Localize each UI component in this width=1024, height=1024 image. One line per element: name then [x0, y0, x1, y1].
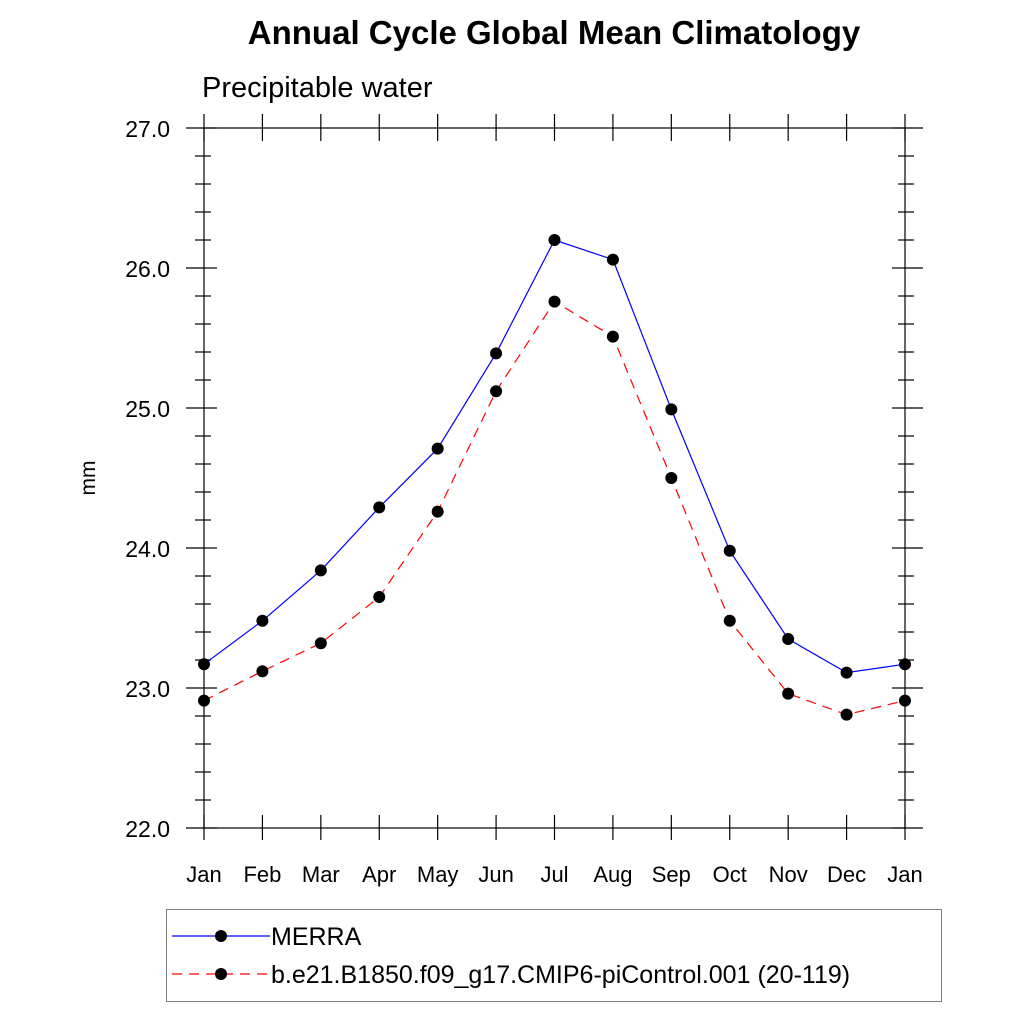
- data-point-series-1: [840, 708, 853, 721]
- x-tick-label: Apr: [362, 862, 396, 887]
- data-point-series-0: [782, 633, 795, 645]
- data-point-series-1: [665, 472, 678, 484]
- x-tick-label: Sep: [652, 862, 691, 887]
- data-point-series-0: [723, 544, 736, 557]
- data-point-series-1: [606, 330, 619, 343]
- data-point-series-1: [490, 385, 503, 398]
- data-point-series-0: [606, 253, 619, 266]
- data-point-series-1: [314, 637, 327, 650]
- legend: MERRA b.e21.B1850.f09_g17.CMIP6-piContro…: [166, 909, 942, 1002]
- data-point-series-0: [373, 501, 386, 514]
- data-point-series-0: [840, 666, 853, 679]
- data-point-series-1: [256, 665, 269, 678]
- data-point-series-1: [548, 295, 561, 308]
- x-tick-label: Dec: [827, 862, 866, 887]
- x-tick-label: Aug: [593, 862, 632, 887]
- data-point-series-1: [373, 591, 386, 603]
- data-point-series-1: [431, 505, 444, 518]
- data-point-series-0: [665, 403, 678, 416]
- plot-frame: [203, 127, 906, 829]
- data-point-series-1: [723, 614, 736, 627]
- x-tick-label: Mar: [302, 862, 340, 887]
- data-point-series-0: [431, 442, 444, 455]
- x-tick-label: Jul: [540, 862, 568, 887]
- x-tick-label: Jan: [887, 862, 922, 887]
- series-line-1: [203, 300, 906, 716]
- data-point-series-0: [256, 614, 269, 627]
- y-tick-label: 25.0: [125, 396, 170, 422]
- legend-model-marker: [215, 968, 227, 980]
- x-tick-label: Oct: [713, 862, 747, 887]
- y-tick-label: 22.0: [125, 816, 170, 842]
- data-point-series-1: [782, 687, 795, 700]
- x-tick-label: Jan: [186, 862, 221, 887]
- x-tick-label: Jun: [478, 862, 513, 887]
- chart-subtitle: Precipitable water: [202, 72, 433, 104]
- legend-label-model: b.e21.B1850.f09_g17.CMIP6-piControl.001 …: [271, 961, 851, 989]
- data-point-series-0: [314, 564, 327, 577]
- x-tick-label: Nov: [769, 862, 808, 887]
- x-tick-label: Feb: [243, 862, 281, 887]
- y-axis-label: mm: [77, 461, 100, 496]
- data-point-series-0: [490, 347, 503, 360]
- chart-title: Annual Cycle Global Mean Climatology: [247, 14, 861, 51]
- y-tick-label: 27.0: [125, 116, 170, 142]
- y-tick-label: 26.0: [125, 256, 170, 282]
- tick-layer: Jan Feb Mar Apr May Jun Jul Aug Sep Oct Nov Dec Jan 2…: [125, 114, 923, 887]
- data-point-series-0: [548, 234, 561, 246]
- legend-merra-marker: [215, 930, 227, 942]
- series-layer: [198, 234, 911, 721]
- legend-label-merra: MERRA: [271, 923, 362, 951]
- y-tick-label: 23.0: [125, 676, 170, 702]
- legend-symbols: [172, 930, 270, 980]
- y-tick-label: 24.0: [125, 536, 170, 562]
- x-tick-label: May: [417, 862, 459, 887]
